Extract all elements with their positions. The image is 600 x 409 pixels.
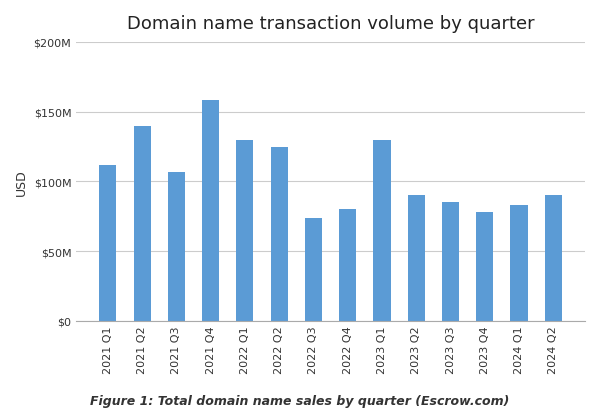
- Bar: [511, 206, 527, 321]
- Bar: [407, 196, 425, 321]
- Bar: [373, 140, 391, 321]
- Title: Domain name transaction volume by quarter: Domain name transaction volume by quarte…: [127, 15, 535, 33]
- Bar: [545, 196, 562, 321]
- Bar: [168, 172, 185, 321]
- Bar: [442, 203, 459, 321]
- Bar: [339, 210, 356, 321]
- Bar: [202, 101, 219, 321]
- Text: Figure 1: Total domain name sales by quarter (Escrow.com): Figure 1: Total domain name sales by qua…: [91, 394, 509, 407]
- Bar: [134, 126, 151, 321]
- Bar: [236, 140, 253, 321]
- Bar: [99, 165, 116, 321]
- Bar: [271, 147, 288, 321]
- Bar: [305, 218, 322, 321]
- Y-axis label: USD: USD: [15, 169, 28, 195]
- Bar: [476, 213, 493, 321]
